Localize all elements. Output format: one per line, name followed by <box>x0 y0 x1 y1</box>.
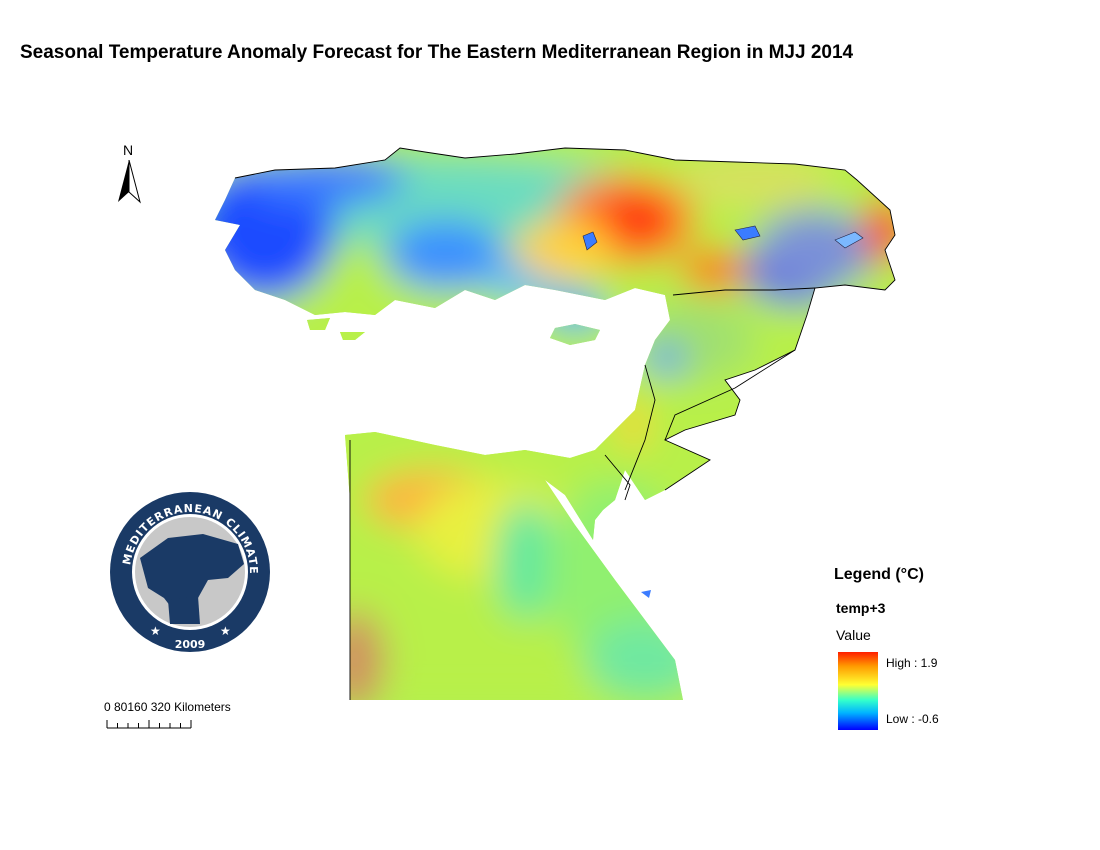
legend-title: Legend (°C) <box>834 566 924 583</box>
north-label: N <box>123 142 134 158</box>
legend-layer-name: temp+3 <box>836 600 886 616</box>
temperature-anomaly-map <box>215 147 896 700</box>
north-arrow: N <box>112 142 146 206</box>
scale-bar: 0 80160 320 Kilometers <box>104 700 304 734</box>
legend-color-ramp <box>838 652 878 730</box>
scale-bar-labels: 0 80160 320 Kilometers <box>104 700 231 714</box>
svg-text:★: ★ <box>220 624 231 638</box>
legend-field-name: Value <box>836 627 871 643</box>
svg-text:★: ★ <box>150 624 161 638</box>
emcc-emblem-icon: EASTERN MEDITERRANEAN CLIMATE CENTRE 200… <box>108 488 270 652</box>
scale-bar-ticks <box>106 720 192 729</box>
north-arrow-icon <box>118 160 141 204</box>
emcc-logo-year: 2009 <box>175 638 206 651</box>
map-title: Seasonal Temperature Anomaly Forecast fo… <box>20 42 854 63</box>
legend: Legend (°C) temp+3 Value High : 1.9 Low … <box>834 566 1034 736</box>
legend-low-label: Low : -0.6 <box>886 712 939 726</box>
emcc-logo: EASTERN MEDITERRANEAN CLIMATE CENTRE 200… <box>108 488 272 656</box>
legend-high-label: High : 1.9 <box>886 656 938 670</box>
